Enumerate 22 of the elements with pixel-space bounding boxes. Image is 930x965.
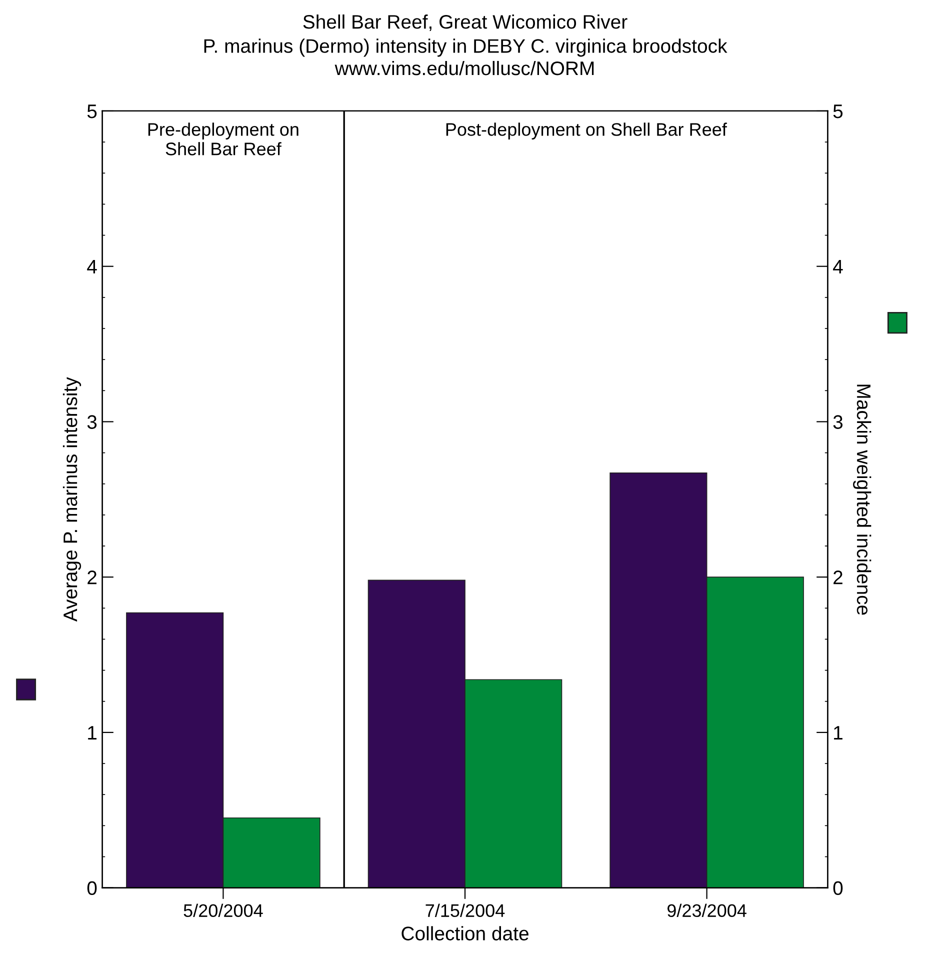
y-tick-label: 3 [87, 415, 97, 429]
annotation: Post-deployment on Shell Bar Reef [446, 122, 727, 140]
y-axis-title: Average P. marinus intensity [62, 377, 82, 622]
y2-tick-label: 0 [833, 881, 843, 896]
y2-tick-label: 4 [833, 260, 843, 274]
y-tick-label: 2 [88, 570, 96, 584]
chart-subtitle: P. marinus (Dermo) intensity in DEBY C. virginica broodstock www.vims.edu/mollusc/NORM [204, 38, 728, 76]
chart-title: Shell Bar Reef, Great Wicomico River [303, 14, 628, 32]
y-tick-label: 0 [87, 881, 97, 896]
x-axis-title: Collection date [402, 926, 528, 940]
x-tick-label: 9/23/2004 [667, 904, 746, 918]
y2-tick-label: 5 [833, 104, 843, 118]
x-tick-label: 5/20/2004 [184, 904, 263, 918]
annotation: Pre-deployment on Shell Bar Reef [148, 122, 298, 156]
y2-tick-label: 2 [834, 570, 842, 584]
y2-tick-label: 1 [834, 726, 842, 740]
y2-axis-title: Mackin weighted incidence [853, 384, 872, 615]
x-tick-label: 7/15/2004 [426, 904, 505, 918]
y2-tick-label: 3 [833, 415, 843, 429]
y-tick-label: 1 [88, 726, 96, 740]
y-tick-label: 4 [87, 260, 97, 274]
y-tick-label: 5 [87, 104, 97, 118]
